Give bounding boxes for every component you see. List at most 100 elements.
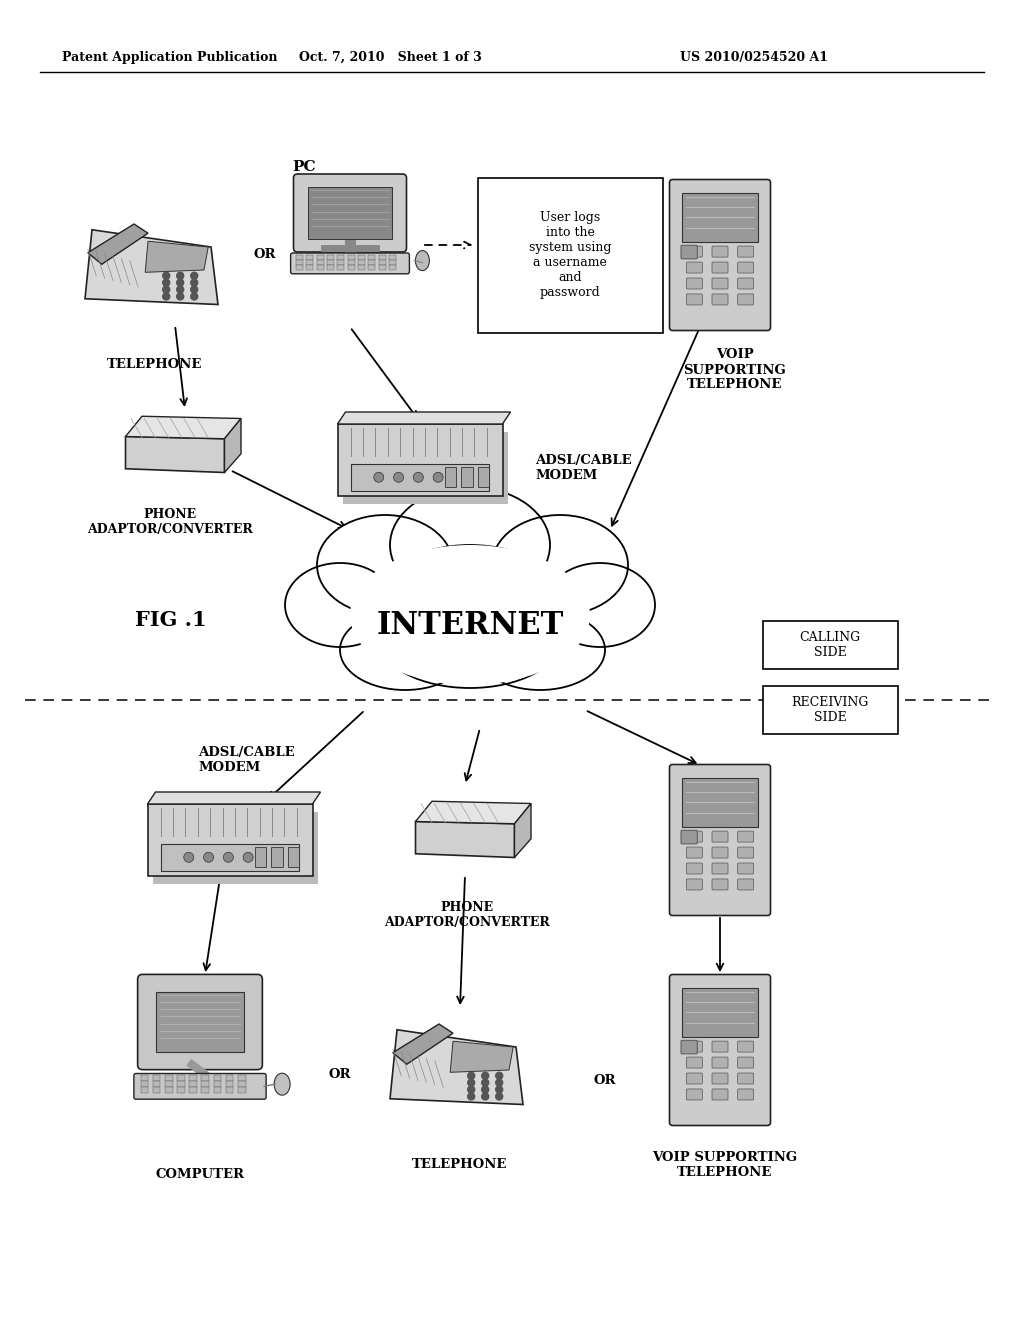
FancyBboxPatch shape (389, 265, 396, 269)
FancyBboxPatch shape (238, 1076, 246, 1081)
Circle shape (468, 1086, 475, 1093)
FancyBboxPatch shape (338, 424, 503, 496)
FancyBboxPatch shape (389, 255, 396, 260)
Circle shape (163, 272, 170, 280)
Circle shape (496, 1080, 503, 1086)
FancyBboxPatch shape (327, 255, 334, 260)
Circle shape (163, 293, 170, 300)
FancyBboxPatch shape (350, 463, 489, 491)
Circle shape (468, 1072, 475, 1080)
Text: VOIP SUPPORTING
TELEPHONE: VOIP SUPPORTING TELEPHONE (652, 1151, 798, 1179)
FancyBboxPatch shape (348, 255, 354, 260)
FancyBboxPatch shape (177, 1088, 184, 1093)
FancyBboxPatch shape (348, 265, 354, 269)
FancyBboxPatch shape (737, 1089, 754, 1100)
Circle shape (243, 853, 253, 862)
FancyBboxPatch shape (737, 1057, 754, 1068)
Circle shape (468, 1080, 475, 1086)
Text: Patent Application Publication: Patent Application Publication (62, 50, 278, 63)
FancyBboxPatch shape (712, 863, 728, 874)
Circle shape (204, 853, 214, 862)
FancyBboxPatch shape (686, 279, 702, 289)
Circle shape (177, 279, 183, 286)
FancyBboxPatch shape (670, 764, 770, 916)
FancyBboxPatch shape (337, 260, 344, 265)
Circle shape (177, 272, 183, 280)
FancyBboxPatch shape (681, 246, 697, 259)
FancyBboxPatch shape (296, 265, 303, 269)
FancyBboxPatch shape (712, 1073, 728, 1084)
Text: OR: OR (254, 248, 276, 261)
FancyBboxPatch shape (238, 1081, 246, 1086)
Circle shape (433, 473, 443, 482)
FancyBboxPatch shape (202, 1076, 209, 1081)
Polygon shape (338, 412, 511, 424)
FancyBboxPatch shape (291, 253, 410, 273)
FancyBboxPatch shape (177, 1081, 184, 1086)
FancyBboxPatch shape (358, 255, 365, 260)
Text: OR: OR (329, 1068, 351, 1081)
Ellipse shape (380, 591, 560, 688)
FancyBboxPatch shape (712, 294, 728, 305)
Polygon shape (390, 1030, 523, 1105)
Polygon shape (224, 418, 241, 473)
FancyBboxPatch shape (337, 265, 344, 269)
FancyBboxPatch shape (177, 1076, 184, 1081)
FancyBboxPatch shape (686, 294, 702, 305)
Ellipse shape (274, 1073, 290, 1096)
FancyBboxPatch shape (306, 255, 313, 260)
Ellipse shape (370, 545, 570, 675)
FancyBboxPatch shape (763, 686, 897, 734)
FancyBboxPatch shape (686, 832, 702, 842)
Circle shape (481, 1080, 488, 1086)
FancyBboxPatch shape (712, 847, 728, 858)
FancyBboxPatch shape (238, 1088, 246, 1093)
Ellipse shape (350, 545, 590, 685)
FancyBboxPatch shape (165, 1076, 172, 1081)
Text: FIG .1: FIG .1 (135, 610, 207, 630)
Polygon shape (88, 224, 148, 264)
FancyBboxPatch shape (358, 265, 365, 269)
Circle shape (190, 293, 198, 300)
FancyBboxPatch shape (389, 260, 396, 265)
FancyBboxPatch shape (686, 1041, 702, 1052)
FancyBboxPatch shape (296, 260, 303, 265)
FancyBboxPatch shape (712, 1089, 728, 1100)
FancyBboxPatch shape (681, 830, 697, 843)
FancyBboxPatch shape (686, 246, 702, 257)
FancyBboxPatch shape (712, 246, 728, 257)
FancyBboxPatch shape (686, 1089, 702, 1100)
FancyBboxPatch shape (477, 177, 663, 333)
FancyBboxPatch shape (306, 265, 313, 269)
Polygon shape (514, 804, 531, 858)
FancyBboxPatch shape (316, 255, 324, 260)
FancyBboxPatch shape (147, 804, 312, 876)
Circle shape (183, 853, 194, 862)
FancyBboxPatch shape (153, 812, 317, 884)
FancyBboxPatch shape (670, 974, 770, 1126)
FancyBboxPatch shape (161, 843, 299, 871)
FancyBboxPatch shape (379, 260, 386, 265)
FancyBboxPatch shape (165, 1081, 172, 1086)
Circle shape (496, 1072, 503, 1080)
Polygon shape (147, 792, 321, 804)
Circle shape (468, 1093, 475, 1100)
FancyBboxPatch shape (316, 260, 324, 265)
Ellipse shape (492, 515, 628, 615)
FancyBboxPatch shape (686, 1057, 702, 1068)
Circle shape (481, 1093, 488, 1100)
FancyBboxPatch shape (737, 832, 754, 842)
FancyBboxPatch shape (202, 1081, 209, 1086)
FancyBboxPatch shape (327, 260, 334, 265)
FancyBboxPatch shape (226, 1076, 233, 1081)
FancyBboxPatch shape (327, 265, 334, 269)
Circle shape (414, 473, 423, 482)
Text: PHONE
ADAPTOR/CONVERTER: PHONE ADAPTOR/CONVERTER (87, 508, 253, 536)
Text: VOIP
SUPPORTING
TELEPHONE: VOIP SUPPORTING TELEPHONE (684, 348, 786, 392)
FancyBboxPatch shape (214, 1076, 221, 1081)
Ellipse shape (545, 564, 655, 647)
Ellipse shape (416, 251, 429, 271)
FancyBboxPatch shape (686, 847, 702, 858)
Circle shape (481, 1072, 488, 1080)
FancyBboxPatch shape (686, 863, 702, 874)
